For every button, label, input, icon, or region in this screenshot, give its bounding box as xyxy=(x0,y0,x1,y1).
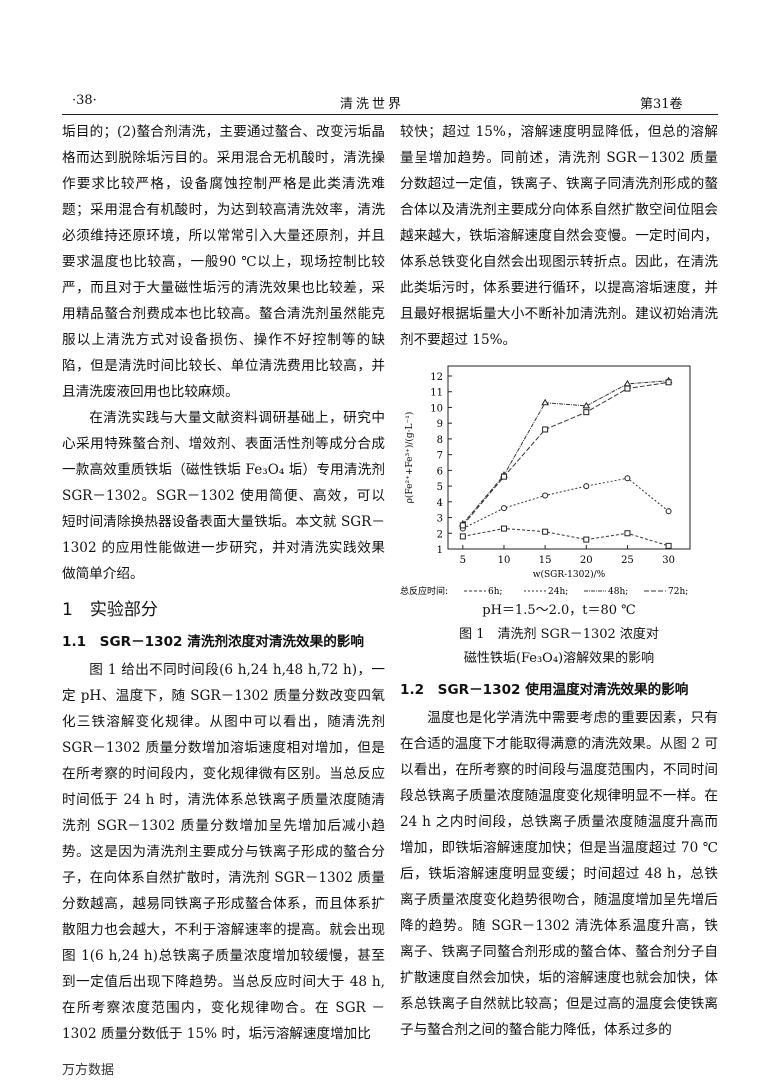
y-tick-label: 12 xyxy=(430,372,443,383)
data-point xyxy=(583,536,590,543)
section-heading: 1 实验部分 xyxy=(62,600,158,620)
x-tick-label: 10 xyxy=(498,555,511,566)
y-axis-label: ρ(Fe²⁺+Fe³⁺)/(g·L⁻¹) xyxy=(404,412,415,504)
page-number: ·38· xyxy=(72,93,97,108)
x-tick-label: 30 xyxy=(662,555,675,566)
journal-name: 清洗世界 xyxy=(340,97,405,112)
legend-entry: 6h; xyxy=(488,587,503,597)
series-line-24h xyxy=(462,477,669,530)
data-point xyxy=(583,483,590,490)
volume: 第31卷 xyxy=(640,97,683,112)
series-line-6h xyxy=(462,528,669,547)
data-point xyxy=(541,398,550,406)
paragraph: 温度也是化学清洗中需要考虑的重要因素，只有在合适的温度下才能取得满意的清洗效果。… xyxy=(400,710,718,1038)
data-point xyxy=(624,530,631,537)
legend-title: 总反应时间: xyxy=(400,585,448,597)
footer-watermark: 万方数据 xyxy=(62,1063,115,1078)
data-point xyxy=(665,542,672,549)
subsection-heading: 1.1 SGR－1302 清洗剂浓度对清洗效果的影响 xyxy=(62,634,364,650)
data-point xyxy=(500,473,507,480)
data-point xyxy=(623,379,632,387)
right-column: 较快；超过 15%，溶解速度明显降低，但总的溶解量呈增加趋势。同前述，清洗剂 S… xyxy=(400,119,718,1043)
data-point xyxy=(582,401,591,409)
legend-entry: 72h; xyxy=(668,587,688,597)
x-tick-label: 25 xyxy=(621,555,634,566)
y-tick-label: 4 xyxy=(437,498,443,509)
data-point xyxy=(624,385,631,392)
paragraph: 在清洗实践与大量文献资料调研基础上，研究中心采用特殊螯合剂、增效剂、表面活性剂等… xyxy=(62,410,385,582)
y-tick-label: 8 xyxy=(437,435,443,446)
y-tick-label: 9 xyxy=(437,419,443,430)
data-point xyxy=(500,525,507,532)
data-point xyxy=(500,505,507,512)
plot-frame xyxy=(447,365,691,550)
data-point xyxy=(542,492,549,499)
paragraph: 垢目的；(2)螯合剂清洗，主要通过螯合、改变污垢晶格而达到脱除垢污目的。采用混合… xyxy=(62,124,385,400)
x-axis-label: w(SGR-1302)/% xyxy=(533,569,606,580)
data-point xyxy=(542,528,549,535)
series-line-72h xyxy=(462,381,669,526)
legend-entry: 48h; xyxy=(608,587,628,597)
y-tick-label: 2 xyxy=(437,529,443,540)
subsection-heading: 1.2 SGR－1302 使用温度对清洗效果的影响 xyxy=(400,682,689,698)
header-rule xyxy=(62,114,718,115)
y-tick-label: 1 xyxy=(437,545,443,556)
y-tick-label: 10 xyxy=(430,403,443,414)
x-tick-label: 15 xyxy=(539,555,552,566)
paragraph: 较快；超过 15%，溶解速度明显降低，但总的溶解量呈增加趋势。同前述，清洗剂 S… xyxy=(400,124,718,348)
data-point xyxy=(459,522,466,529)
paragraph: 图 1 给出不同时间段(6 h,24 h,48 h,72 h)，一定 pH、温度… xyxy=(62,662,385,1042)
data-point xyxy=(665,508,672,515)
y-tick-label: 7 xyxy=(437,451,443,462)
series-line-48h xyxy=(462,380,669,525)
figure-caption: 磁性铁垢(Fe₃O₄)溶解效果的影响 xyxy=(463,651,655,666)
x-tick-label: 20 xyxy=(580,555,593,566)
data-point xyxy=(583,409,590,416)
y-tick-label: 6 xyxy=(437,466,443,477)
y-tick-label: 5 xyxy=(437,482,443,493)
figure-condition: pH＝1.5～2.0，t＝80 ℃ xyxy=(482,603,636,618)
data-point xyxy=(459,533,466,540)
data-point xyxy=(542,426,549,433)
data-point xyxy=(665,379,672,386)
left-column: 垢目的；(2)螯合剂清洗，主要通过螯合、改变污垢晶格而达到脱除垢污目的。采用混合… xyxy=(62,119,385,1081)
data-point xyxy=(624,475,631,482)
y-tick-label: 3 xyxy=(437,514,443,525)
x-tick-label: 5 xyxy=(460,555,466,566)
figure-caption: 图 1 清洗剂 SGR－1302 浓度对 xyxy=(459,627,659,642)
y-tick-label: 11 xyxy=(430,388,443,399)
legend-entry: 24h; xyxy=(548,587,568,597)
